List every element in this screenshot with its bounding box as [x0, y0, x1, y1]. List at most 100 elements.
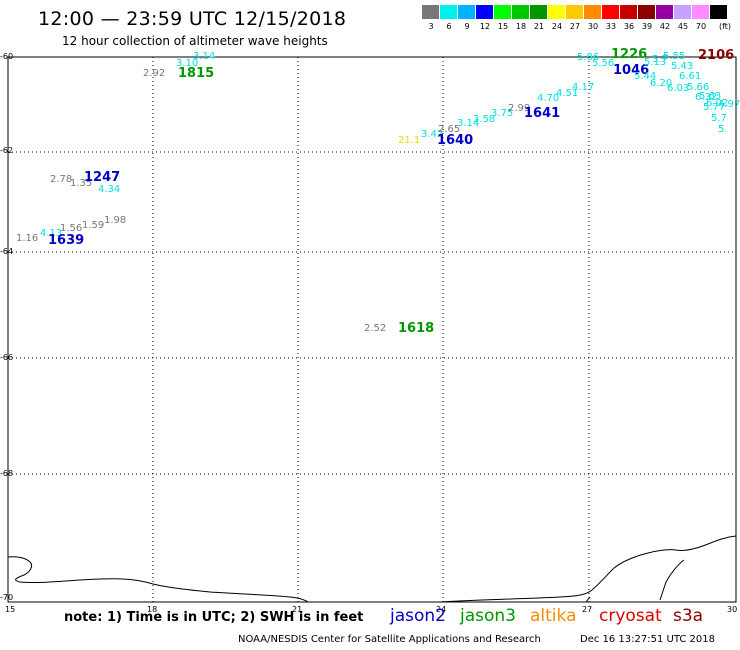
legend-swatch: [566, 5, 584, 19]
legend-swatch: [692, 5, 710, 19]
legend-swatch: [638, 5, 656, 19]
legend-swatch: [584, 5, 602, 19]
satellite-legend-jason3: jason3: [460, 606, 516, 626]
legend-swatch: [656, 5, 674, 19]
wave-height-label: 5.86: [577, 52, 599, 63]
lon-label: 30: [727, 605, 738, 614]
lat-label: -64: [0, 247, 14, 256]
wave-height-label: 4.70: [537, 93, 559, 104]
wave-height-label: 4.34: [98, 184, 120, 195]
lat-label: -60: [0, 52, 14, 61]
wave-height-label: 3.58: [473, 114, 495, 125]
wave-height-label: 5.63: [699, 91, 721, 102]
map-title: 12:00 — 23:59 UTC 12/15/2018: [38, 8, 347, 30]
wave-height-label: 4.17: [572, 82, 594, 93]
pass-time-label: 1247: [84, 170, 120, 185]
wave-height-label: 2.99: [508, 103, 530, 114]
legend-swatch: [710, 5, 728, 19]
wave-height-label: 3.14: [457, 118, 479, 129]
wave-height-label: 1.56: [60, 223, 82, 234]
satellite-legend-cryosat: cryosat: [599, 606, 662, 626]
wave-height-label: 5.66: [687, 82, 709, 93]
wave-height-label: 1.16: [16, 233, 38, 244]
wave-height-label: 5.: [718, 124, 728, 135]
wave-height-label: 6.20: [650, 78, 672, 89]
wave-height-label: 3.75: [491, 108, 513, 119]
legend-label: 39: [641, 22, 653, 31]
legend-label: 9: [464, 22, 470, 31]
legend-swatch: [602, 5, 620, 19]
legend-label: 42: [659, 22, 671, 31]
wave-height-label: 2.52: [364, 323, 386, 334]
wave-height-label: 1.59: [82, 220, 104, 231]
wave-height-label: 6.03: [667, 83, 689, 94]
satellite-legend-jason2: jason2: [390, 606, 446, 626]
legend-swatch: [422, 5, 440, 19]
legend-label: 15: [497, 22, 509, 31]
generated-timestamp: Dec 16 13:27:51 UTC 2018: [580, 634, 715, 645]
wave-height-label: 5.56: [592, 58, 614, 69]
wave-height-label: 2.78: [50, 174, 72, 185]
legend-swatch: [530, 5, 548, 19]
legend-label: 70: [695, 22, 707, 31]
lat-label: -70: [0, 593, 14, 602]
legend-swatch: [620, 5, 638, 19]
pass-time-label: 2106: [698, 48, 734, 63]
legend-swatch: [674, 5, 692, 19]
wave-height-label: 4.51: [556, 88, 578, 99]
wave-height-label: 3.42: [421, 129, 443, 140]
wave-height-label: 1.98: [104, 215, 126, 226]
wave-height-label: 5.7: [652, 54, 668, 65]
legend-label: 3: [428, 22, 434, 31]
coastline: [7, 535, 737, 603]
lat-label: -62: [0, 146, 14, 155]
legend-label: 18: [515, 22, 527, 31]
wave-height-label: 5.77: [703, 102, 725, 113]
legend-label: 24: [551, 22, 563, 31]
wave-height-label: 5.55: [663, 51, 685, 62]
pass-time-label: 1639: [48, 233, 84, 248]
wave-height-label: 5.13: [644, 57, 666, 68]
wave-height-label: 6.02: [706, 98, 728, 109]
wave-height-label: 2.92: [143, 68, 165, 79]
legend-swatch: [440, 5, 458, 19]
legend-label: 27: [569, 22, 581, 31]
wave-height-label: 2.65: [438, 124, 460, 135]
lon-label: 27: [582, 605, 593, 614]
legend-label: 33: [605, 22, 617, 31]
lon-label: 15: [5, 605, 16, 614]
wave-height-label: 6.61: [679, 71, 701, 82]
pass-time-label: 1815: [178, 66, 214, 81]
wave-height-label: 21.1: [398, 135, 420, 146]
satellite-legend-s3a: s3a: [673, 606, 704, 626]
wave-height-label: 1.35: [70, 178, 92, 189]
wave-height-label: 5.44: [634, 71, 656, 82]
credit-text: NOAA/NESDIS Center for Satellite Applica…: [238, 634, 541, 645]
wave-height-label: 5.7: [711, 113, 727, 124]
pass-time-label: 1046: [613, 63, 649, 78]
legend-swatch: [548, 5, 566, 19]
lat-label: -66: [0, 353, 14, 362]
legend-label: 36: [623, 22, 635, 31]
wave-height-label: 3.10: [176, 58, 198, 69]
note-text: note: 1) Time is in UTC; 2) SWH is in fe…: [64, 610, 364, 625]
map-subtitle: 12 hour collection of altimeter wave hei…: [62, 34, 328, 48]
graticule: [8, 56, 736, 602]
legend-swatch: [494, 5, 512, 19]
pass-time-label: 1641: [524, 106, 560, 121]
pass-time-label: 1640: [437, 133, 473, 148]
lon-label: 24: [436, 605, 447, 614]
pass-time-label: 1226: [611, 47, 647, 62]
wave-height-label: 4.13: [40, 228, 62, 239]
legend-label: 12: [479, 22, 491, 31]
legend-label: 21: [533, 22, 545, 31]
wave-height-label: 6.32: [695, 92, 717, 103]
pass-time-label: 1618: [398, 321, 434, 336]
legend-label: 45: [677, 22, 689, 31]
legend-label: 30: [587, 22, 599, 31]
legend-swatch: [476, 5, 494, 19]
legend-swatch: [458, 5, 476, 19]
legend-label: 6: [446, 22, 452, 31]
